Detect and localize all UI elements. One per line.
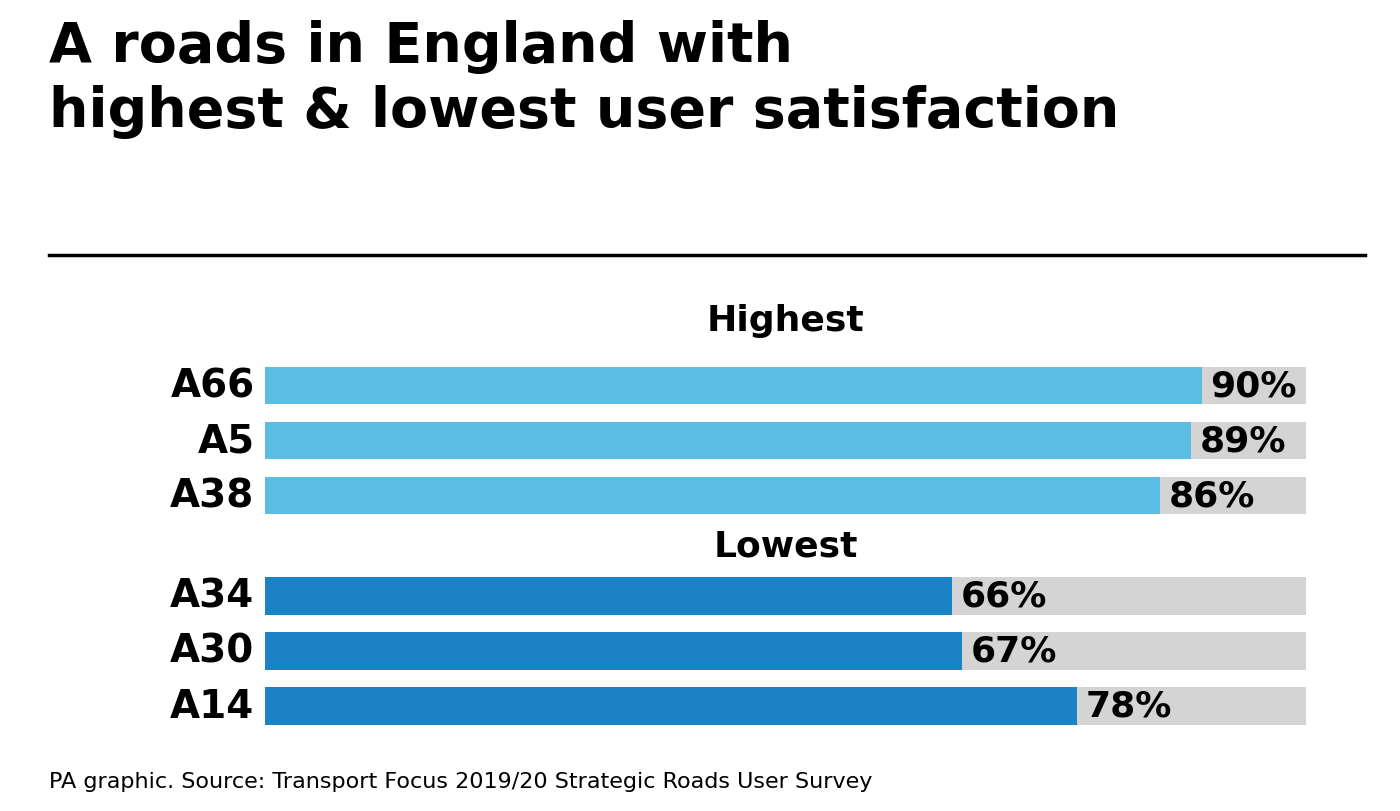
Text: A66: A66 [171,367,255,405]
Text: A roads in England with: A roads in England with [49,20,792,75]
Bar [265,477,1161,515]
Bar [265,577,952,615]
Text: A38: A38 [171,477,255,515]
Text: 90%: 90% [1210,369,1296,403]
Bar [265,422,1306,460]
Text: A14: A14 [171,687,255,725]
Bar [265,687,1077,725]
Bar [265,422,1191,460]
Text: 67%: 67% [970,634,1057,668]
Bar [265,577,1306,615]
Text: Highest: Highest [707,304,864,337]
Text: PA graphic. Source: Transport Focus 2019/20 Strategic Roads User Survey: PA graphic. Source: Transport Focus 2019… [49,770,872,791]
Text: A5: A5 [197,422,255,460]
Bar [265,367,1201,405]
Bar [265,477,1306,515]
Text: highest & lowest user satisfaction: highest & lowest user satisfaction [49,85,1120,139]
Text: 66%: 66% [960,579,1047,613]
Text: 78%: 78% [1085,689,1172,723]
Text: 86%: 86% [1169,479,1254,513]
Text: A30: A30 [171,632,255,670]
Bar [265,633,962,670]
Text: Lowest: Lowest [713,529,858,563]
Bar [265,367,1306,405]
Text: 89%: 89% [1200,424,1287,458]
Text: A34: A34 [171,577,255,615]
Bar [265,687,1306,725]
Bar [265,633,1306,670]
